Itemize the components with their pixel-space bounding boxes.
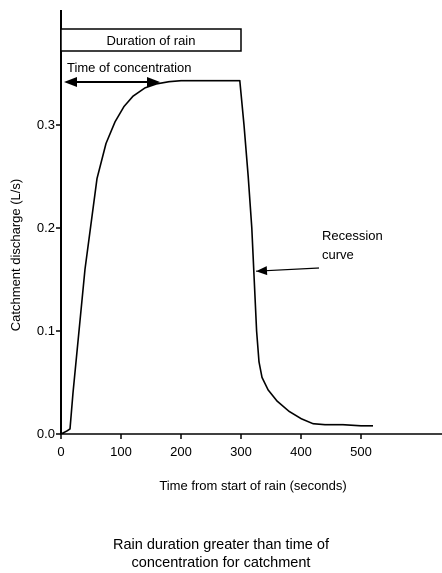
y-tick-label: 0.0	[37, 426, 55, 441]
y-axis-label: Catchment discharge (L/s)	[8, 179, 23, 331]
x-tick-label: 300	[230, 444, 252, 459]
x-tick-label: 0	[57, 444, 64, 459]
discharge-series-line	[60, 79, 373, 435]
rain-duration-label: Duration of rain	[107, 33, 196, 48]
rain-duration-box: Duration of rain	[60, 28, 242, 52]
x-axis-label: Time from start of rain (seconds)	[159, 478, 346, 493]
recession-label-line-2: curve	[322, 247, 354, 262]
recession-label-line-1: Recession	[322, 228, 383, 243]
arrowhead-icon	[256, 266, 268, 276]
time-of-concentration: Time of concentration	[64, 60, 192, 87]
y-tick-label: 0.2	[37, 220, 55, 235]
x-tick-label: 500	[350, 444, 372, 459]
x-tick-label: 100	[110, 444, 132, 459]
y-tick-label: 0.1	[37, 323, 55, 338]
x-tick-label: 200	[170, 444, 192, 459]
chart-caption-line-2: concentration for catchment	[131, 555, 311, 571]
axes	[60, 10, 442, 435]
y-tick-label: 0.3	[37, 117, 55, 132]
y-ticks: 0.0 0.1 0.2 0.3	[37, 117, 61, 441]
time-of-concentration-label: Time of concentration	[67, 60, 192, 75]
chart-caption-line-1: Rain duration greater than time of	[112, 537, 329, 553]
arrowhead-left-icon	[64, 77, 77, 87]
x-ticks: 0 100 200 300 400 500	[57, 434, 372, 459]
rain-duration-rect	[60, 28, 242, 52]
arrowhead-right-icon	[147, 77, 160, 87]
recession-annotation: Recession curve	[255, 228, 383, 276]
x-tick-label: 400	[290, 444, 312, 459]
